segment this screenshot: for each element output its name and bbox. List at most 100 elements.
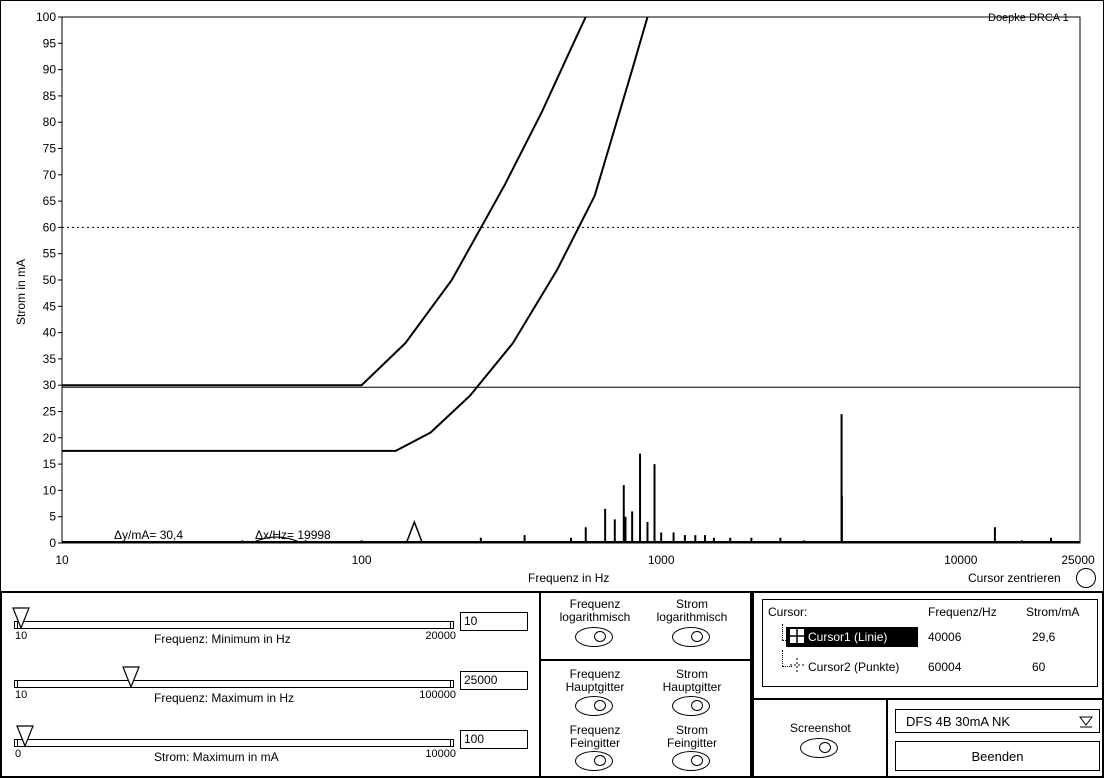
cursor-header-strom: Strom/mA (1026, 605, 1080, 619)
cursor-row-2-strom: 60 (1032, 660, 1046, 674)
x-axis-label: Frequenz in Hz (528, 571, 610, 585)
cursor-center-label[interactable]: Cursor zentrieren (968, 571, 1061, 585)
cursor2-icon (790, 658, 804, 672)
y-tick-label: 80 (43, 115, 57, 129)
y-tick-label: 60 (43, 220, 57, 234)
tree-line (782, 624, 783, 640)
y-tick-label: 25 (43, 405, 57, 419)
screenshot-label: Screenshot (790, 721, 851, 735)
chevron-down-icon (1079, 714, 1093, 731)
y-tick-label: 70 (43, 168, 57, 182)
slider-3-min: 0 (15, 748, 22, 760)
slider-1-max: 20000 (425, 630, 456, 642)
x-tick-label: 100 (352, 553, 372, 567)
strom-fein-label: Strom Feingitter (666, 723, 718, 750)
strom-log-label: Strom logarithmisch (656, 597, 728, 624)
x-tick-label: 1000 (648, 553, 675, 567)
freq-log-label: Frequenz logarithmisch (559, 597, 631, 624)
slider-1-min: 10 (15, 630, 28, 642)
device-dropdown[interactable]: DFS 4B 30mA NK (895, 709, 1100, 733)
tree-line-3 (782, 650, 783, 666)
slider-2-cap-left (14, 680, 18, 688)
freq-haupt-label: Frequenz Hauptgitter (565, 667, 625, 694)
y-tick-label: 40 (43, 326, 57, 340)
cursor1-icon (790, 629, 804, 643)
plot-area (61, 16, 1081, 544)
y-tick-label: 35 (43, 352, 57, 366)
spectrum-peak (251, 536, 302, 544)
cursor-table-box (762, 599, 1098, 687)
slider-3-cap-left (14, 739, 18, 747)
grid-toggle-panel (539, 659, 752, 778)
y-tick-label: 5 (49, 510, 56, 524)
y-axis-label: Strom in mA (14, 258, 28, 325)
y-tick-label: 30 (43, 378, 57, 392)
y-tick-label: 65 (43, 194, 57, 208)
slider-2-track[interactable] (14, 680, 454, 688)
strom-haupt-label: Strom Hauptgitter (662, 667, 722, 694)
slider-1-track[interactable] (14, 621, 454, 629)
cursor-row-1-freq: 40006 (928, 630, 962, 644)
strom-log-toggle[interactable] (672, 627, 710, 647)
freq-haupt-toggle[interactable] (575, 696, 613, 716)
cursor-row-1-highlight[interactable] (786, 627, 918, 647)
y-tick-label: 15 (43, 457, 57, 471)
y-tick-label: 50 (43, 273, 57, 287)
threshold-curve-1 (62, 16, 587, 387)
slider-1-cap-left (14, 621, 18, 629)
strom-haupt-toggle[interactable] (672, 696, 710, 716)
annotation-dy: Δy/mA= 30,4 (114, 528, 184, 542)
freq-fein-label: Frequenz Feingitter (569, 723, 621, 750)
screenshot-button[interactable] (800, 738, 838, 758)
freq-fein-toggle[interactable] (575, 751, 613, 771)
y-tick-label: 45 (43, 299, 57, 313)
strom-fein-toggle[interactable] (672, 751, 710, 771)
y-tick-label: 100 (36, 10, 56, 24)
slider-2-thumb[interactable] (122, 666, 140, 689)
y-tick-label: 20 (43, 431, 57, 445)
slider-2-cap-right (450, 680, 454, 688)
chart: 0 5 10 15 20 25 30 35 40 45 50 55 60 65 70 75 80 85 90 95 10… (36, 10, 1095, 567)
slider-2-value[interactable]: 25000 (460, 671, 528, 690)
x-tick-label: 25000 (1061, 553, 1095, 567)
cursor-row-2-name[interactable]: Cursor2 (Punkte) (808, 660, 900, 674)
cursor-header-freq: Frequenz/Hz (928, 605, 997, 619)
cursor-row-1-name: Cursor1 (Linie) (808, 630, 888, 644)
slider-3-thumb[interactable] (16, 725, 35, 748)
slider-2-label: Frequenz: Maximum in Hz (154, 691, 295, 705)
freq-log-toggle[interactable] (575, 627, 613, 647)
cursor-center-button[interactable] (1076, 568, 1096, 588)
slider-1-value[interactable]: 10 (460, 612, 528, 631)
y-tick-label: 90 (43, 63, 57, 77)
slider-3-track[interactable] (14, 739, 454, 747)
cursor-header-name: Cursor: (768, 605, 808, 619)
y-tick-label: 85 (43, 89, 57, 103)
threshold-curve-2 (62, 16, 649, 452)
x-tick-label: 10000 (944, 553, 978, 567)
chart-watermark: Doepke DRCA 1 (988, 12, 1069, 24)
quit-button[interactable]: Beenden (895, 741, 1100, 771)
chart-frame (0, 0, 1104, 593)
log-toggle-panel (539, 591, 752, 661)
slider-3-label: Strom: Maximum in mA (154, 750, 279, 764)
y-tick-label: 10 (43, 483, 57, 497)
slider-3-value[interactable]: 100 (460, 730, 528, 749)
cursor-row-1-strom: 29,6 (1032, 630, 1056, 644)
slider-2-min: 10 (15, 689, 28, 701)
y-tick-label: 75 (43, 142, 57, 156)
tree-line-4 (782, 666, 792, 667)
y-tick-label: 0 (49, 536, 56, 550)
slider-3-max: 10000 (425, 748, 456, 760)
slider-3-cap-right (450, 739, 454, 747)
device-dropdown-value: DFS 4B 30mA NK (906, 713, 1011, 729)
spectrum-peak (405, 519, 424, 544)
y-tick-label: 95 (43, 36, 57, 50)
cursor-row-2-freq: 60004 (928, 660, 962, 674)
slider-1-label: Frequenz: Minimum in Hz (154, 632, 291, 646)
slider-1-cap-right (450, 621, 454, 629)
y-tick-label: 55 (43, 247, 57, 261)
x-tick-label: 10 (55, 553, 69, 567)
slider-2-max: 100000 (419, 689, 456, 701)
slider-1-thumb[interactable] (12, 607, 30, 630)
annotation-dx: Δx/Hz= 19998 (255, 528, 331, 542)
